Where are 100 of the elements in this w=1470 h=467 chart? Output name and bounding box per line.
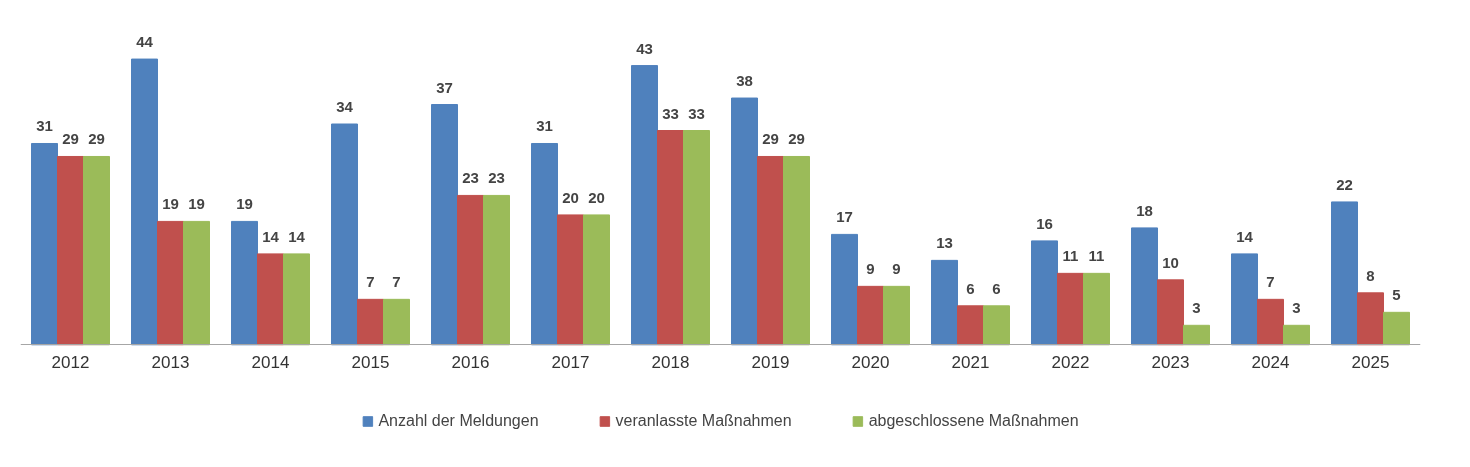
bar: [831, 233, 858, 346]
legend-label: veranlasste Maßnahmen: [615, 412, 792, 430]
bar: [731, 97, 758, 346]
bar: [557, 214, 584, 346]
x-tick-label: 2012: [51, 352, 90, 372]
bar: [383, 298, 410, 346]
x-tick-label: 2022: [1051, 352, 1090, 372]
data-label: 29: [62, 130, 79, 148]
bar: [1231, 253, 1258, 346]
data-label: 29: [788, 130, 805, 148]
bar: [183, 220, 210, 346]
x-tick-label: 2023: [1151, 352, 1190, 372]
bar: [231, 220, 258, 346]
bar: [431, 104, 458, 346]
x-tick-label: 2013: [151, 352, 190, 372]
bar: [357, 298, 384, 346]
data-label: 14: [288, 227, 306, 245]
bar: [131, 58, 158, 346]
data-label: 37: [436, 78, 453, 96]
data-label: 6: [966, 279, 975, 297]
data-label: 14: [1236, 227, 1254, 245]
bar: [1083, 272, 1110, 346]
bar: [1183, 324, 1210, 346]
bar: [257, 253, 284, 346]
data-label: 9: [892, 260, 901, 278]
bar: [1131, 227, 1158, 346]
data-label: 18: [1136, 201, 1153, 219]
bar: [331, 123, 358, 346]
bar: [783, 155, 810, 346]
x-tick-label: 2019: [751, 352, 790, 372]
bar: [1331, 201, 1358, 346]
bar: [1057, 272, 1084, 346]
bar: [757, 155, 784, 346]
legend-label: abgeschlossene Maßnahmen: [868, 412, 1079, 430]
bar: [931, 259, 958, 346]
x-tick-label: 2017: [551, 352, 590, 372]
bar: [657, 130, 684, 346]
data-label: 16: [1036, 214, 1053, 232]
data-label: 19: [162, 195, 179, 213]
data-label: 31: [36, 117, 53, 135]
bar: [683, 130, 710, 346]
data-label: 3: [1292, 299, 1301, 317]
bar: [1157, 279, 1184, 346]
data-label: 23: [462, 169, 479, 187]
data-label: 23: [488, 169, 505, 187]
x-tick-label: 2014: [251, 352, 290, 372]
data-label: 19: [188, 195, 205, 213]
bar: [583, 214, 610, 346]
bar: [31, 142, 58, 346]
bar: [283, 253, 310, 346]
bar: [1257, 298, 1284, 346]
data-label: 11: [1088, 247, 1105, 265]
data-label: 7: [392, 273, 401, 291]
data-label: 5: [1392, 286, 1401, 304]
bar: [1383, 311, 1410, 346]
data-label: 9: [866, 260, 875, 278]
data-label: 33: [662, 104, 679, 122]
x-tick-label: 2020: [851, 352, 890, 372]
data-label: 10: [1162, 253, 1179, 271]
data-label: 19: [236, 195, 253, 213]
data-label: 11: [1062, 247, 1079, 265]
bar: [1031, 240, 1058, 346]
bar: [531, 142, 558, 346]
data-label: 6: [992, 279, 1001, 297]
data-label: 43: [636, 39, 653, 57]
data-label: 20: [562, 188, 579, 206]
x-tick-label: 2025: [1351, 352, 1390, 372]
data-label: 7: [1266, 273, 1275, 291]
data-label: 33: [688, 104, 705, 122]
data-label: 44: [136, 33, 154, 51]
legend-label: Anzahl der Meldungen: [378, 412, 539, 430]
bar: [857, 285, 884, 346]
data-label: 7: [366, 273, 375, 291]
x-tick-label: 2021: [951, 352, 990, 372]
x-tick-label: 2016: [451, 352, 490, 372]
bar: [457, 194, 484, 346]
data-label: 3: [1192, 299, 1201, 317]
data-label: 13: [936, 234, 953, 252]
x-tick-label: 2015: [351, 352, 390, 372]
bar: [631, 65, 658, 346]
bar: [1357, 292, 1384, 346]
data-label: 22: [1336, 175, 1353, 193]
bar: [57, 155, 84, 346]
data-label: 14: [262, 227, 280, 245]
bar: [157, 220, 184, 346]
bar: [883, 285, 910, 346]
x-tick-label: 2018: [651, 352, 690, 372]
x-tick-label: 2024: [1251, 352, 1290, 372]
data-label: 38: [736, 72, 753, 90]
data-label: 31: [536, 117, 553, 135]
data-label: 29: [762, 130, 779, 148]
data-label: 17: [836, 208, 853, 226]
bar: [1283, 324, 1310, 346]
bar: [957, 305, 984, 346]
bar: [83, 155, 110, 346]
bar: [983, 305, 1010, 346]
data-label: 20: [588, 188, 605, 206]
data-label: 34: [336, 98, 354, 116]
data-label: 29: [88, 130, 105, 148]
bar: [483, 194, 510, 346]
